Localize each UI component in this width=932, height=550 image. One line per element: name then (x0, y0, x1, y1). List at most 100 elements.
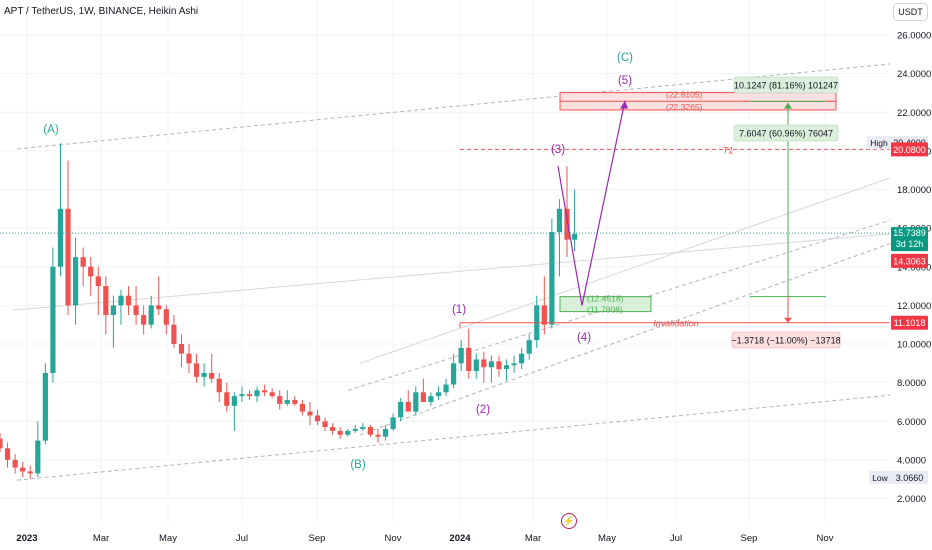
candle-body (299, 403, 305, 412)
candle-body (549, 231, 555, 325)
candle-body (458, 347, 464, 364)
candle-body (307, 411, 313, 416)
measure-down-label: −1.3718 (−11.00%) −13718 (731, 336, 840, 346)
low-label: Low (872, 473, 888, 483)
candle-body (398, 401, 404, 418)
candle-body (269, 392, 275, 397)
candle-body (451, 363, 457, 385)
current-price-bg (891, 227, 928, 252)
candle-body (80, 257, 86, 267)
candle-body (178, 344, 185, 354)
candles (0, 143, 578, 480)
time-tick: Nov (817, 533, 834, 544)
candle-body (133, 305, 139, 316)
time-tick: May (159, 533, 177, 544)
candle-body (156, 305, 162, 310)
wave-label: (4) (577, 332, 591, 344)
candle-body (141, 315, 147, 325)
measure-upper-label: 10.1247 (81.16%) 101247 (734, 81, 838, 91)
candle-body (239, 394, 245, 397)
wave-label: (1) (452, 304, 466, 316)
prev-price-tag: 14.3063 (893, 256, 926, 266)
candle-body (473, 359, 479, 372)
target-upper-label: (22.8105) (666, 90, 703, 100)
candle-body (103, 286, 109, 316)
invalidation-price-tag: 11.1018 (894, 318, 926, 328)
low-value: 3.0660 (896, 473, 924, 483)
candle-body (254, 390, 260, 397)
candle-body (35, 440, 41, 474)
time-tick: 2024 (449, 533, 471, 544)
candle-body (466, 347, 472, 372)
candle-body (42, 372, 48, 441)
candle-body (382, 428, 389, 437)
candle-body (519, 353, 525, 364)
wave-label: (C) (617, 52, 633, 64)
target-lower-label: (22.3265) (666, 102, 703, 112)
low-label-bg (869, 470, 891, 484)
symbol-title[interactable]: APT / TetherUS, 1W, BINANCE, Heikin Ashi (4, 6, 199, 17)
candle-body (352, 428, 358, 431)
price-tick: 6.0000 (897, 417, 926, 428)
candle-body (246, 394, 253, 397)
t1-price-tag-bg (891, 142, 928, 157)
candle-body (277, 396, 283, 404)
candle-body (110, 305, 116, 316)
candle-body (337, 430, 343, 435)
candle-body (12, 459, 18, 468)
grid-lines (0, 0, 890, 524)
candle-body (526, 340, 532, 354)
support-upper-label: (12.4518) (587, 294, 624, 304)
candle-body (224, 392, 230, 406)
wave-label: (B) (350, 459, 366, 471)
candle-body (20, 467, 26, 472)
candle-body (231, 396, 237, 406)
candle-body (428, 396, 434, 402)
candle-body (413, 392, 419, 412)
candle-body (314, 415, 321, 422)
candle-body (443, 384, 449, 393)
candle-body (488, 361, 494, 368)
candle-body (481, 359, 487, 368)
candle-body (4, 448, 11, 460)
candle-body (496, 361, 502, 370)
price-tick: 2.0000 (897, 494, 926, 505)
low-value-bg (891, 470, 928, 484)
candle-body (556, 208, 563, 232)
time-tick: Mar (525, 533, 541, 544)
measure-down-arrow (784, 317, 792, 323)
overlays: T1 Invalidation (22.8105) (22.3265) (12.4518… (0, 52, 890, 471)
candle-body (209, 372, 215, 379)
candle-body (322, 421, 328, 428)
time-axis[interactable]: 2023 Mar May Jul Sep Nov 2024 Mar May Jul Sep Nov (16, 533, 833, 544)
candle-body (292, 400, 298, 404)
prev-price-tag-bg (891, 253, 928, 268)
trend-line (11, 233, 891, 311)
candle-body (330, 427, 336, 431)
candle-body (564, 208, 570, 240)
candle-body (163, 309, 169, 325)
t1-price-tag: 20.0800 (893, 145, 926, 155)
measure-mid-label-bg (733, 124, 839, 142)
candle-body (201, 372, 207, 377)
candle-body (95, 276, 101, 287)
time-tick: Mar (93, 533, 109, 544)
time-tick: May (598, 533, 616, 544)
events-icon[interactable]: ⚡ (561, 513, 577, 529)
candle-body (390, 417, 396, 429)
measure-up-arrow (784, 102, 792, 109)
candle-body (57, 208, 64, 267)
trend-line (347, 219, 891, 391)
measure-upper-label-bg (733, 76, 839, 94)
currency-button[interactable]: USDT (893, 3, 928, 21)
trend-line (16, 394, 891, 481)
price-axis[interactable]: 2.0000 4.0000 6.0000 8.0000 10.0000 12.0000 14… (867, 31, 931, 506)
price-tick: 26.0000 (897, 31, 931, 42)
candle-body (284, 400, 290, 404)
trend-line (359, 177, 891, 364)
candle-body (345, 430, 351, 435)
high-label: High (870, 138, 888, 148)
candle-body (50, 266, 56, 373)
price-tick: 4.0000 (897, 455, 926, 466)
